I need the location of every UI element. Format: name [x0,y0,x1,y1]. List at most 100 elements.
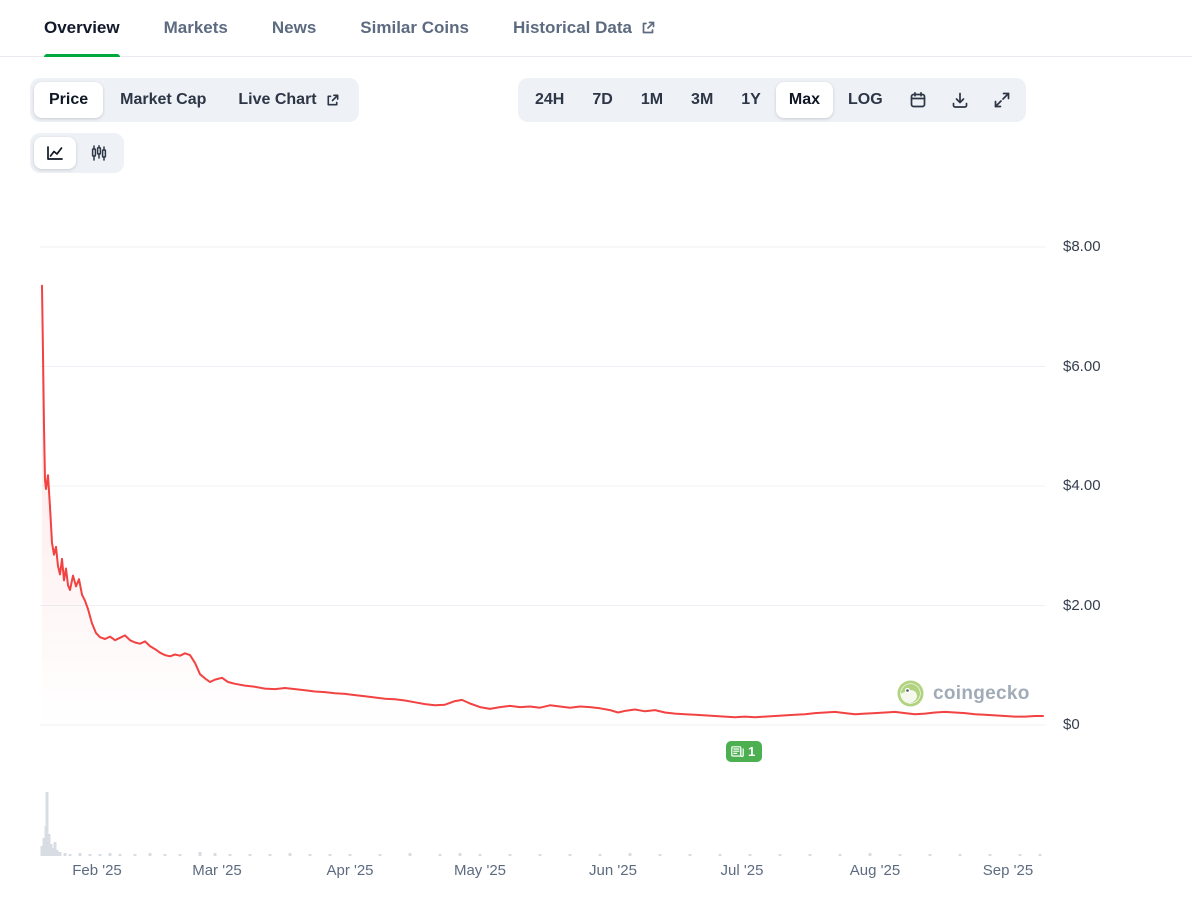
volume-bar [838,854,842,856]
range-24h-label: 24H [535,91,565,108]
volume-bar [438,854,442,856]
tab-overview[interactable]: Overview [44,0,120,57]
volume-bar [458,853,462,856]
x-axis-tick-label: Aug '25 [849,862,901,879]
range-1m-label: 1M [640,91,664,108]
price-line-series [41,284,1044,719]
x-axis-tick-label: Sep '25 [982,862,1034,879]
range-24h-button[interactable]: 24H [522,82,577,118]
tab-historical-data[interactable]: Historical Data [513,0,656,56]
external-link-icon [640,20,656,36]
x-axis-tick-label: Apr '25 [326,862,374,879]
calendar-button[interactable] [898,82,938,118]
volume-bar [118,854,122,856]
volume-bar [178,854,182,856]
volume-bar [308,854,312,856]
volume-bar [133,854,137,856]
volume-bar [248,854,252,856]
volume-bar [40,846,44,856]
range-1y-button[interactable]: 1Y [728,82,774,118]
x-axis-tick-label: Jul '25 [720,862,764,879]
download-icon [951,91,969,109]
range-1m-button[interactable]: 1M [628,82,676,118]
price-line-chart[interactable] [40,230,1045,740]
volume-bar [958,854,962,856]
volume-bar [228,854,232,856]
log-scale-label: LOG [847,91,883,108]
tab-markets[interactable]: Markets [164,0,228,56]
candlestick-icon [90,145,108,161]
volume-bar [408,853,412,856]
range-toggle-group: 24H 7D 1M 3M 1Y Max LOG [518,78,1026,122]
volume-bar [328,854,332,856]
volume-bar [598,854,602,856]
range-3m-label: 3M [691,91,714,108]
volume-bar [538,854,542,856]
x-axis-tick-label: Jun '25 [589,862,637,879]
expand-icon [993,91,1011,109]
volume-bar [51,848,55,856]
tab-news[interactable]: News [272,0,316,56]
volume-bar [55,850,59,856]
annotation-count-badge[interactable]: 1 [726,741,763,762]
price-toggle-label: Price [49,91,89,108]
volume-bar [928,854,932,856]
live-chart-button[interactable]: Live Chart [223,82,354,118]
volume-bar [348,854,352,856]
y-axis-tick-label: $0 [1063,716,1080,733]
price-area-fill [42,285,1043,725]
line-chart-type-button[interactable] [34,137,76,169]
volume-bar [148,853,152,856]
volume-bar [78,853,82,856]
tab-similar-coins-label: Similar Coins [360,18,469,37]
volume-bar [778,854,782,856]
volume-bar [47,834,51,856]
volume-bar [53,842,57,856]
volume-bar [1038,854,1042,856]
market-cap-toggle-button[interactable]: Market Cap [105,82,221,118]
volume-bar [988,854,992,856]
volume-bar [748,854,752,856]
volume-bar [288,853,292,856]
line-chart-icon [46,145,64,161]
market-cap-toggle-label: Market Cap [120,91,207,108]
range-7d-button[interactable]: 7D [579,82,625,118]
tab-historical-data-label: Historical Data [512,18,632,37]
coingecko-watermark: coingecko [897,680,1030,707]
volume-bar [688,854,692,856]
volume-bar [658,854,662,856]
range-7d-label: 7D [592,91,613,108]
volume-bar [58,852,62,856]
calendar-icon [909,91,927,109]
tab-news-label: News [271,18,317,37]
volume-bar [88,854,92,856]
range-max-label: Max [788,91,820,108]
live-chart-label: Live Chart [238,91,317,108]
external-link-icon [325,93,340,108]
volume-bar [163,854,167,856]
metric-toggle-group: Price Market Cap Live Chart [30,78,359,122]
range-3m-button[interactable]: 3M [678,82,726,118]
x-axis-tick-label: Mar '25 [192,862,242,879]
fullscreen-button[interactable] [982,82,1022,118]
tab-overview-label: Overview [44,18,120,37]
volume-bar [868,853,872,856]
y-axis-tick-label: $6.00 [1063,357,1101,375]
volume-bar [108,853,112,856]
news-annotation-icon [731,746,744,757]
tab-similar-coins[interactable]: Similar Coins [360,0,469,56]
volume-bar [478,854,482,856]
range-max-button[interactable]: Max [775,82,833,118]
price-toggle-button[interactable]: Price [34,82,104,118]
tab-bar: Overview Markets News Similar Coins Hist… [0,0,1192,57]
volume-bar [568,854,572,856]
candlestick-chart-type-button[interactable] [78,137,120,169]
log-scale-button[interactable]: LOG [835,82,896,118]
volume-bar [63,853,67,856]
volume-bar [808,854,812,856]
coingecko-logo-icon [897,680,924,707]
download-button[interactable] [940,82,980,118]
y-axis-tick-label: $8.00 [1063,238,1101,255]
volume-bar [198,852,202,856]
